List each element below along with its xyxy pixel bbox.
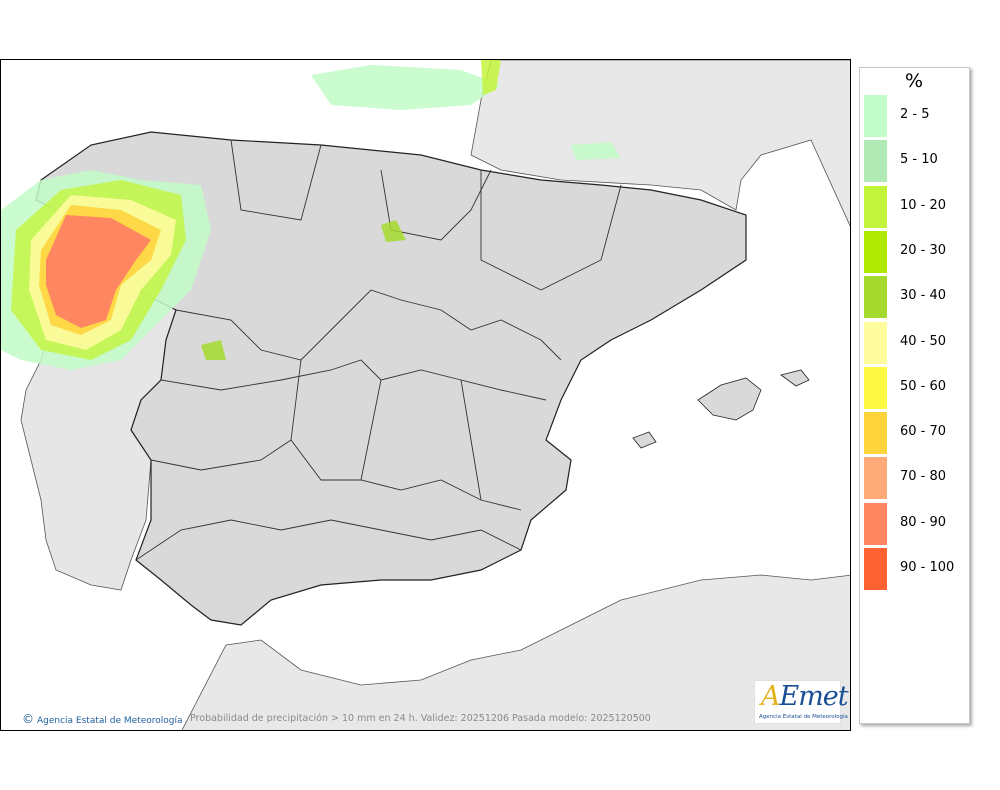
legend-label: 80 - 90: [900, 514, 947, 530]
legend-label: 30 - 40: [900, 288, 947, 304]
legend-item: 70 - 80: [864, 457, 968, 500]
legend-label: 2 - 5: [900, 107, 930, 122]
legend-item: 10 - 20: [864, 185, 968, 228]
legend-item: 80 - 90: [864, 502, 968, 545]
mallorca-island: [697, 377, 762, 421]
map-caption: Probabilidad de precipitación > 10 mm en…: [190, 713, 651, 724]
legend-label: 40 - 50: [900, 333, 947, 349]
legend-item: 30 - 40: [864, 276, 968, 319]
legend-label: 10 - 20: [900, 197, 947, 213]
probability-overlay: [1, 60, 621, 370]
legend-label: 60 - 70: [900, 424, 947, 440]
legend-label: 5 - 10: [900, 152, 938, 168]
legend-item: 5 - 10: [864, 140, 968, 183]
legend-panel: % 2 - 5 5 - 10 10 - 20 20 - 30 30 - 40 40 - 5…: [859, 67, 970, 724]
legend-swatch: [864, 412, 887, 455]
legend-label: 70 - 80: [900, 469, 947, 485]
legend-swatch: [864, 95, 887, 137]
legend-item: 50 - 60: [864, 366, 968, 409]
africa-landmass: [181, 574, 850, 730]
legend-item: 2 - 5: [864, 95, 968, 137]
legend-item: 20 - 30: [864, 230, 968, 273]
legend-swatch: [864, 548, 887, 590]
ibiza-island: [632, 431, 657, 449]
legend-item: 90 - 100: [864, 548, 968, 590]
legend-label: 90 - 100: [900, 560, 955, 575]
aemet-logo: AEmet Agencia Estatal de Meteorología: [754, 680, 849, 724]
aemet-logo-subtitle: Agencia Estatal de Meteorología: [759, 714, 848, 720]
legend-swatch: [864, 457, 887, 500]
map-canvas: [1, 60, 850, 730]
legend-item: 60 - 70: [864, 412, 968, 455]
menorca-island: [780, 369, 810, 387]
credit-text: Agencia Estatal de Meteorología: [37, 716, 183, 726]
aemet-credit: © Agencia Estatal de Meteorología: [22, 712, 183, 726]
legend-swatch: [864, 502, 887, 545]
spain-landmass: [35, 131, 747, 626]
legend-swatch: [864, 230, 887, 273]
legend-swatch: [864, 276, 887, 319]
aemet-logo-letters: Emet: [779, 681, 849, 712]
legend-label: 50 - 60: [900, 378, 947, 394]
copyright-icon: ©: [22, 712, 34, 726]
legend-swatch: [864, 366, 887, 409]
legend-unit: %: [904, 70, 924, 92]
legend-label: 20 - 30: [900, 242, 947, 258]
aemet-logo-letter-a: A: [761, 681, 780, 712]
france-landmass: [470, 60, 850, 227]
region-borders: [135, 139, 622, 561]
legend-swatch: [864, 140, 887, 183]
precipitation-probability-map: [0, 59, 851, 731]
legend-swatch: [864, 321, 887, 364]
legend-swatch: [864, 185, 887, 228]
legend-item: 40 - 50: [864, 321, 968, 364]
aemet-logo-text: AEmet: [761, 681, 849, 712]
